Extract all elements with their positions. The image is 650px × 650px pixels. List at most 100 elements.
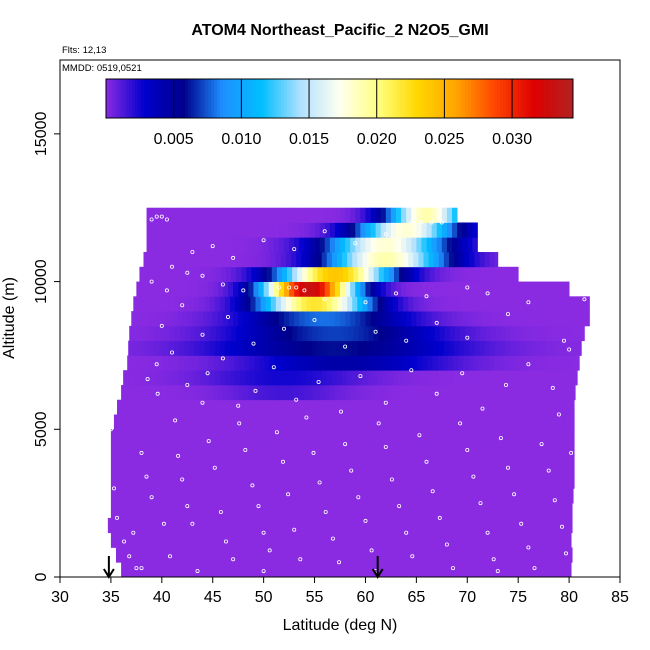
heatmap-cell — [334, 444, 341, 460]
heatmap-cell — [315, 355, 322, 371]
sample-point — [164, 217, 169, 222]
heatmap-cell — [299, 311, 305, 327]
heatmap-cell — [386, 399, 393, 415]
heatmap-cell — [166, 311, 173, 327]
sample-point — [369, 548, 374, 553]
heatmap-cell — [417, 355, 423, 371]
colorbar-swatch — [558, 79, 562, 118]
heatmap-cell — [273, 532, 280, 548]
heatmap-cell — [340, 532, 346, 548]
heatmap-cell — [332, 414, 339, 430]
heatmap-cell — [166, 429, 173, 445]
heatmap-cell — [346, 355, 352, 371]
heatmap-cell — [278, 207, 285, 223]
heatmap-cell — [441, 429, 448, 445]
heatmap-cell — [136, 311, 142, 327]
heatmap-cell — [467, 503, 473, 519]
heatmap-cell — [319, 429, 326, 445]
heatmap-cell — [161, 281, 168, 297]
heatmap-cell — [533, 384, 539, 401]
heatmap-cell — [479, 370, 485, 386]
colorbar-swatch — [108, 79, 113, 118]
heatmap-cell — [564, 384, 570, 401]
heatmap-cell — [188, 355, 194, 371]
heatmap-cell — [233, 562, 239, 578]
colorbar-swatch — [225, 79, 230, 118]
colorbar-swatch — [520, 79, 524, 118]
colorbar-swatch — [482, 79, 486, 118]
heatmap-cell — [467, 429, 473, 445]
heatmap-cell — [509, 399, 515, 415]
sample-point — [430, 489, 435, 494]
colorbar-swatch — [284, 79, 288, 118]
heatmap-cell — [149, 414, 156, 430]
heatmap-cell — [355, 311, 361, 327]
heatmap-cell — [411, 473, 417, 489]
heatmap-cell — [345, 311, 351, 327]
heatmap-cell — [535, 340, 541, 356]
heatmap-cell — [538, 547, 545, 563]
heatmap-cell — [240, 517, 246, 534]
heatmap-cell — [543, 444, 550, 460]
heatmap-cell — [385, 458, 392, 474]
heatmap-cell — [172, 458, 178, 474]
heatmap-cell — [375, 488, 382, 504]
sample-point — [526, 362, 531, 367]
heatmap-cell — [304, 444, 310, 460]
heatmap-cell — [536, 325, 542, 342]
heatmap-cell — [540, 340, 547, 356]
heatmap-cell — [278, 562, 285, 578]
heatmap-cell — [548, 281, 555, 297]
heatmap-cell — [457, 429, 463, 445]
heatmap-cell — [396, 473, 402, 489]
colorbar-swatch — [190, 79, 195, 118]
heatmap-cell — [368, 325, 374, 342]
heatmap-cell — [390, 222, 397, 238]
heatmap-cell — [367, 252, 373, 268]
heatmap-cell — [454, 252, 460, 268]
heatmap-cell — [499, 517, 506, 534]
heatmap-cell — [207, 311, 214, 327]
heatmap-cell — [502, 532, 509, 548]
heatmap-cell — [492, 503, 499, 519]
heatmap-cell — [416, 473, 422, 489]
heatmap-cell — [441, 237, 448, 253]
heatmap-cell — [207, 503, 214, 519]
heatmap-cell — [161, 473, 168, 489]
heatmap-cell — [508, 458, 514, 474]
heatmap-cell — [178, 355, 184, 371]
heatmap-cell — [204, 296, 211, 312]
heatmap-cell — [431, 384, 438, 401]
heatmap-cell — [167, 355, 174, 371]
sample-point — [195, 569, 200, 574]
heatmap-cell — [238, 547, 244, 563]
heatmap-cell — [184, 340, 190, 356]
heatmap-cell — [419, 325, 425, 342]
heatmap-cell — [284, 488, 290, 504]
heatmap-cell — [426, 532, 433, 548]
heatmap-cell — [182, 429, 188, 445]
heatmap-cell — [276, 325, 283, 342]
heatmap-cell — [329, 458, 336, 474]
colorbar-swatch — [167, 79, 171, 118]
heatmap-cell — [304, 547, 310, 563]
heatmap-cell — [263, 281, 270, 297]
colorbar-swatch — [106, 79, 110, 118]
heatmap-cell — [340, 547, 346, 563]
heatmap-cell — [452, 458, 458, 474]
heatmap-cell — [243, 473, 249, 489]
sample-point — [180, 303, 185, 308]
heatmap-cell — [177, 458, 183, 474]
sample-point — [569, 450, 574, 455]
heatmap-cell — [444, 325, 451, 342]
heatmap-cell — [197, 473, 203, 489]
heatmap-cell — [525, 370, 531, 386]
heatmap-cell — [401, 429, 407, 445]
heatmap-cell — [494, 370, 501, 386]
heatmap-cell — [533, 458, 539, 474]
heatmap-cell — [166, 562, 173, 578]
heatmap-cell — [406, 281, 412, 297]
sample-point — [159, 323, 164, 328]
heatmap-cell — [224, 296, 231, 312]
heatmap-cell — [321, 252, 328, 268]
